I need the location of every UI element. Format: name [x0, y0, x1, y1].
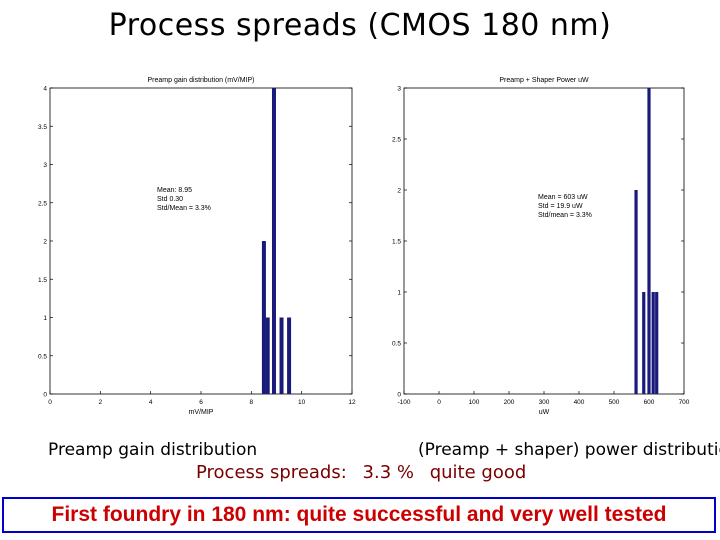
chart-1-xlabel: uW — [539, 409, 550, 416]
chart-0-ytick-label: 2 — [43, 239, 47, 246]
chart-1-bar-2 — [647, 88, 651, 394]
chart-0-ytick-label: 3 — [43, 162, 47, 169]
caption-preamp-gain: Preamp gain distribution — [48, 440, 258, 460]
chart-0-xtick-label: 12 — [348, 399, 356, 406]
chart-1-frame — [403, 87, 685, 395]
chart-1-xtick-label: 500 — [609, 399, 620, 406]
chart-0-ytick-label: 1.5 — [38, 277, 47, 284]
chart-1-ytick-label: 1.5 — [392, 239, 401, 246]
power-chart-svg: Preamp + Shaper Power uW-100 0 100 200 300 40… — [392, 77, 690, 416]
chart-1-bar-0 — [634, 190, 638, 394]
summary-line: Process spreads: 3.3 % quite good — [196, 462, 536, 483]
chart-1-ytick-label: 0.5 — [392, 341, 401, 348]
chart-1-ytick-label: 2 — [397, 188, 401, 195]
chart-0-xtick-label: 6 — [199, 399, 203, 406]
summary-note: quite good — [429, 462, 527, 483]
chart-1-xtick-label: -100 — [397, 399, 410, 406]
chart-1-ytick-label: 2.5 — [392, 137, 401, 144]
chart-1-bar-3 — [651, 292, 655, 394]
power-histogram: Preamp + Shaper Power uW -100 0 100 200 300 40… — [362, 68, 720, 428]
chart-0-bar-0 — [261, 241, 266, 394]
summary-label: Process spreads: — [196, 462, 347, 483]
chart-1-stats-line-2: Std/mean = 3.3% — [538, 212, 592, 219]
chart-1-bar-1 — [642, 292, 646, 394]
chart-0-xtick-label: 10 — [298, 399, 306, 406]
chart-0-stats-line-2: Std/Mean = 3.3% — [157, 205, 211, 212]
chart-0-ytick-label: 0.5 — [38, 353, 47, 360]
chart-1-xtick-label: 700 — [679, 399, 690, 406]
chart-0-stats-line-0: Mean: 8.95 — [157, 187, 192, 194]
chart-0-xtick-label: 4 — [149, 399, 153, 406]
chart-0-xlabel: mV/MIP — [189, 409, 214, 416]
chart-0-title: Preamp gain distribution (mV/MIP) — [148, 77, 255, 84]
chart-1-bar-4 — [655, 292, 659, 394]
chart-0-xtick-label: 8 — [250, 399, 254, 406]
caption-power: (Preamp + shaper) power distribution — [418, 440, 720, 460]
preamp-gain-chart-svg: Preamp gain distribution (mV/MIP)0 2 4 6 8 10… — [38, 77, 356, 416]
chart-0-ytick-label: 1 — [43, 315, 47, 322]
chart-0-ytick-label: 4 — [43, 86, 47, 93]
chart-1-stats-line-0: Mean = 603 uW — [538, 194, 588, 201]
chart-0-ytick-label: 0 — [43, 392, 47, 399]
chart-1-xtick-label: 200 — [504, 399, 515, 406]
chart-0-xtick-label: 2 — [99, 399, 103, 406]
preamp-gain-histogram: Preamp gain distribution (mV/MIP) 0 2 4 6 8 10… — [0, 68, 362, 428]
chart-0-bar-1 — [265, 317, 270, 394]
chart-1-xtick-label: 100 — [469, 399, 480, 406]
chart-0-ytick-label: 2.5 — [38, 200, 47, 207]
slide-title: Process spreads (CMOS 180 nm) — [108, 8, 612, 43]
chart-1-ytick-label: 1 — [397, 290, 401, 297]
chart-1-ytick-label: 0 — [397, 392, 401, 399]
chart-0-bar-4 — [287, 317, 292, 394]
chart-0-ytick-label: 3.5 — [38, 124, 47, 131]
summary-value: 3.3 % — [362, 462, 414, 483]
chart-0-bar-3 — [279, 317, 284, 394]
conclusion-banner: First foundry in 180 nm: quite successfu… — [2, 497, 716, 533]
chart-0-bar-2 — [271, 88, 276, 394]
chart-0-frame — [49, 87, 353, 395]
chart-0-xtick-label: 0 — [48, 399, 52, 406]
chart-1-ytick-label: 3 — [397, 86, 401, 93]
chart-1-xtick-label: 0 — [437, 399, 441, 406]
chart-1-xtick-label: 400 — [574, 399, 585, 406]
chart-1-stats-line-1: Std = 19.9 uW — [538, 203, 583, 210]
chart-1-xtick-label: 600 — [644, 399, 655, 406]
chart-1-xtick-label: 300 — [539, 399, 550, 406]
chart-1-title: Preamp + Shaper Power uW — [499, 77, 589, 84]
chart-0-stats-line-1: Std 0.30 — [157, 196, 183, 203]
